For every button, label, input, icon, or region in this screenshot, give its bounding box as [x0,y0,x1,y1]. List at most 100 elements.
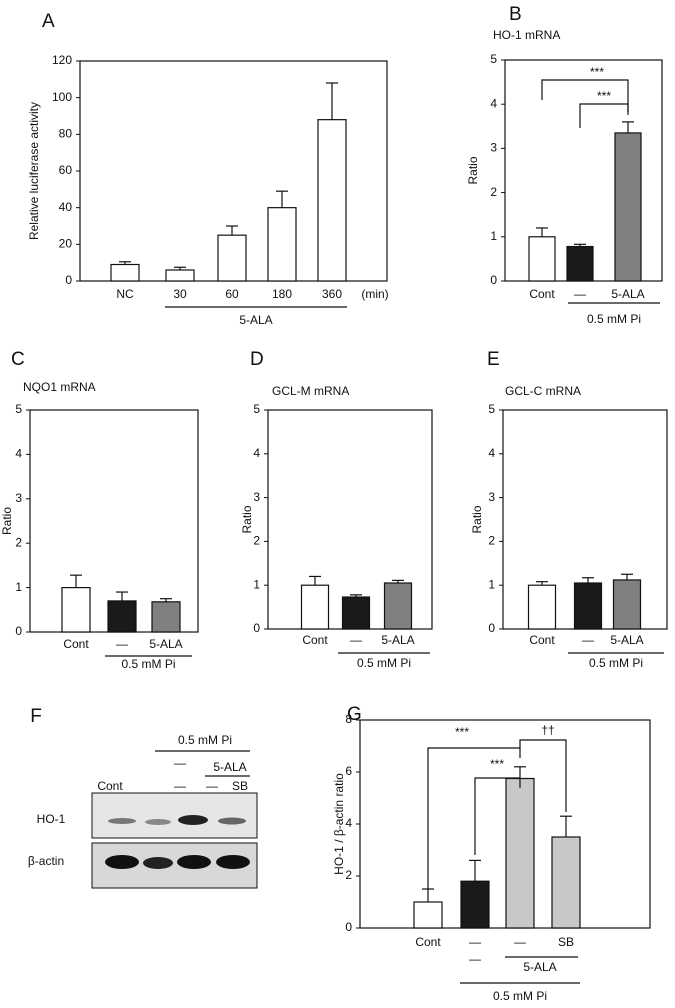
lane-label: Cont [97,779,123,793]
blot-image [91,792,258,889]
y-tick-label: 5 [253,402,260,416]
bar [341,596,371,630]
y-tick-label: 20 [59,237,73,251]
y-tick-label: 3 [253,490,260,504]
x-tick-label: Cont [302,633,328,647]
x-tick-label: 30 [173,287,187,301]
band [177,855,211,869]
y-tick-label: 2 [253,534,260,548]
panel-label: F [30,706,42,727]
panel-title: NQO1 mRNA [23,380,96,394]
significance-label: *** [590,65,604,79]
panel-title: GCL-M mRNA [272,384,349,398]
panel-label: E [487,349,500,370]
band [178,815,208,825]
blot-frame [91,792,258,839]
significance-bracket [427,747,521,890]
sub-label: — [174,756,186,770]
x-tick-label: — [469,935,481,949]
y-tick-label: 0 [15,624,22,638]
x-tick-label: — [582,633,594,647]
y-tick-label: 4 [253,446,260,460]
plot-frame [359,719,651,929]
group-label: 0.5 mM Pi [587,312,641,326]
bar [505,777,535,929]
x-tick-label: 5-ALA [611,287,644,301]
significance-bracket [579,103,629,128]
group-label: 0.5 mM Pi [589,656,643,670]
x-unit: (min) [361,287,388,301]
panel-title: GCL-C mRNA [505,384,581,398]
significance-label: *** [597,89,611,103]
bar [317,119,347,282]
x-tick-label: Cont [63,637,89,651]
x-tick-label: Cont [415,935,441,949]
y-tick-label: 2 [15,535,22,549]
x-tick-label: — [116,637,128,651]
band [108,818,136,824]
bar [566,245,594,282]
bar [551,836,581,929]
y-tick-label: 6 [345,764,352,778]
band [105,855,139,869]
y-tick-label: 0 [65,273,72,287]
y-tick-label: 8 [345,712,352,726]
y-axis-label: Relative luciferase activity [27,102,41,240]
bar [267,207,297,282]
y-tick-label: 2 [488,534,495,548]
group-label: 0.5 mM Pi [357,656,411,670]
bar [107,600,137,633]
y-tick-label: 0 [490,273,497,287]
y-axis-label: Ratio [466,156,480,184]
y-tick-label: 1 [488,577,495,591]
y-tick-label: 2 [345,868,352,882]
panel-label: C [11,349,25,370]
sub-label: 5-ALA [213,760,246,774]
sub-label: — [469,952,481,966]
bar [300,584,330,630]
sub-label: 5-ALA [523,960,556,974]
y-tick-label: 5 [490,52,497,66]
y-tick-label: 4 [488,446,495,460]
y-tick-label: 80 [59,127,73,141]
y-tick-label: 3 [15,491,22,505]
y-axis-label: Ratio [470,505,484,533]
y-tick-label: 40 [59,200,73,214]
bar [527,584,557,630]
y-tick-label: 1 [15,580,22,594]
significance-bracket [474,777,521,855]
y-axis-label: Ratio [240,505,254,533]
bar [110,263,140,282]
band [143,857,173,869]
y-tick-label: 5 [488,402,495,416]
y-tick-label: 0 [253,621,260,635]
y-tick-label: 2 [490,185,497,199]
x-tick-label: — [574,287,586,301]
x-tick-label: 60 [225,287,239,301]
x-tick-label: Cont [529,633,555,647]
significance-bracket [519,739,567,812]
y-tick-label: 120 [52,53,72,67]
bar [151,601,181,633]
bar [460,880,490,929]
panel-label: B [509,4,522,25]
bar [217,234,247,282]
lane-label: — [206,779,218,793]
x-tick-label: Cont [529,287,555,301]
significance-label: *** [490,757,504,771]
x-tick-label: — [514,935,526,949]
bar [573,582,603,630]
lane-label: SB [232,779,248,793]
significance-label: *** [455,725,469,739]
y-tick-label: 5 [15,402,22,416]
y-axis-label: Ratio [0,507,14,535]
plot-frame [29,409,199,633]
row-label: HO-1 [37,812,66,826]
panel-label: D [250,349,264,370]
y-tick-label: 0 [345,920,352,934]
y-tick-label: 4 [345,816,352,830]
bar [61,586,91,633]
x-tick-label: 360 [322,287,342,301]
y-tick-label: 100 [52,90,72,104]
